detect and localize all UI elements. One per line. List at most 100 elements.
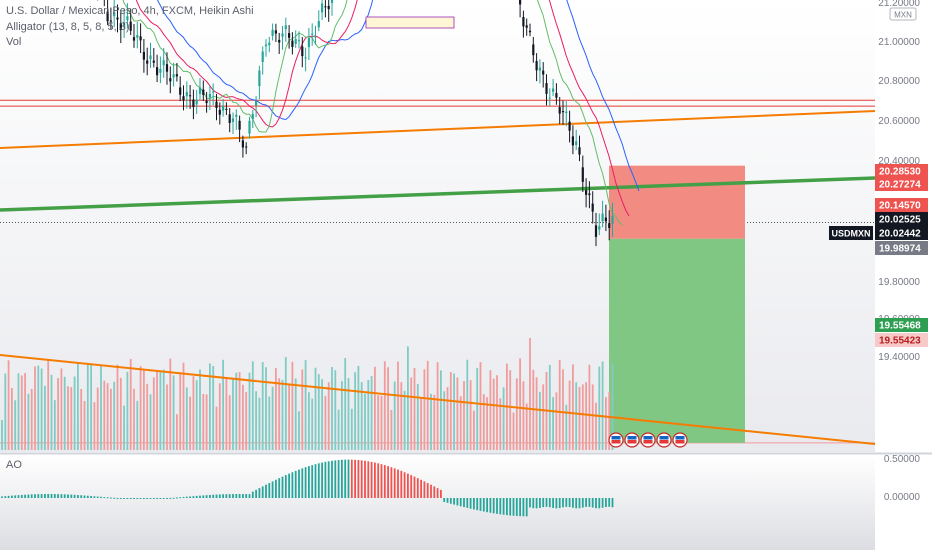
candle-body[interactable]: [288, 33, 291, 38]
candle-body[interactable]: [307, 38, 310, 48]
candle-body[interactable]: [284, 25, 287, 30]
candle-body[interactable]: [129, 21, 132, 31]
candle-body[interactable]: [528, 30, 532, 33]
candle-body[interactable]: [565, 111, 568, 113]
candle-body[interactable]: [522, 17, 525, 27]
candle-body[interactable]: [215, 101, 218, 109]
candle-body[interactable]: [152, 60, 155, 63]
candle-body[interactable]: [588, 193, 591, 196]
price-label[interactable]: [875, 177, 928, 191]
candle-body[interactable]: [571, 136, 574, 146]
candle-body[interactable]: [136, 35, 139, 38]
legend-symbol-line[interactable]: U.S. Dollar / Mexican Peso, 4h, FXCM, He…: [6, 5, 254, 17]
candle-body[interactable]: [604, 217, 607, 222]
price-label[interactable]: [875, 198, 928, 212]
candle-body[interactable]: [301, 46, 304, 57]
candle-body[interactable]: [251, 113, 254, 120]
candle-body[interactable]: [205, 100, 208, 104]
candle-body[interactable]: [172, 74, 175, 78]
candle-body[interactable]: [611, 215, 614, 224]
candle-body[interactable]: [225, 108, 228, 110]
candle-body[interactable]: [281, 33, 284, 37]
candle-body[interactable]: [195, 99, 198, 105]
candle-body[interactable]: [192, 99, 195, 108]
symbol-badge[interactable]: [889, 7, 917, 21]
candle-body[interactable]: [146, 60, 149, 64]
candle-body[interactable]: [189, 95, 192, 97]
candle-body[interactable]: [162, 60, 165, 66]
candle-body[interactable]: [548, 97, 551, 99]
price-label[interactable]: [875, 333, 928, 347]
candle-body[interactable]: [297, 40, 301, 42]
event-flag-icon[interactable]: [624, 432, 640, 448]
candle-body[interactable]: [294, 39, 297, 44]
ao-pane-label[interactable]: AO: [6, 459, 22, 471]
candle-body[interactable]: [594, 225, 598, 237]
candle-body[interactable]: [109, 20, 112, 22]
candle-body[interactable]: [585, 190, 588, 195]
candle-body[interactable]: [578, 147, 581, 155]
candle-body[interactable]: [212, 91, 215, 93]
candle-body[interactable]: [601, 213, 604, 222]
candle-body[interactable]: [568, 121, 571, 131]
candle-body[interactable]: [218, 109, 221, 115]
candle-body[interactable]: [156, 67, 159, 76]
candle-body[interactable]: [241, 140, 244, 148]
price-label[interactable]: [875, 226, 928, 240]
candle-body[interactable]: [525, 25, 528, 28]
candle-body[interactable]: [532, 44, 535, 56]
candle-body[interactable]: [132, 37, 136, 41]
candle-body[interactable]: [581, 167, 584, 182]
candle-body[interactable]: [255, 100, 258, 106]
candle-body[interactable]: [185, 91, 188, 97]
candle-body[interactable]: [179, 87, 182, 95]
trendline-green-support[interactable]: [0, 176, 876, 212]
candle-body[interactable]: [106, 11, 109, 22]
candle-body[interactable]: [274, 30, 277, 34]
candle-body[interactable]: [182, 96, 185, 101]
candle-body[interactable]: [208, 93, 211, 98]
candle-body[interactable]: [264, 44, 268, 47]
candle-body[interactable]: [591, 203, 594, 212]
candle-body[interactable]: [165, 64, 169, 72]
candle-body[interactable]: [291, 40, 294, 47]
price-label[interactable]: [875, 318, 928, 332]
candle-body[interactable]: [116, 17, 119, 20]
candle-body[interactable]: [139, 36, 142, 41]
alligator-jaw-line[interactable]: [71, 0, 640, 192]
candle-body[interactable]: [608, 223, 611, 228]
candle-body[interactable]: [258, 70, 261, 87]
candle-body[interactable]: [248, 120, 251, 134]
candle-body[interactable]: [126, 16, 129, 21]
candle-body[interactable]: [558, 107, 561, 114]
candle-body[interactable]: [169, 78, 172, 82]
candle-body[interactable]: [222, 105, 225, 111]
candle-body[interactable]: [261, 51, 264, 62]
candle-body[interactable]: [271, 29, 274, 36]
trendline-orange-volume[interactable]: [0, 354, 876, 445]
candle-body[interactable]: [311, 33, 314, 35]
candle-body[interactable]: [538, 67, 541, 71]
candle-body[interactable]: [228, 114, 231, 123]
alligator-teeth-line[interactable]: [45, 0, 630, 217]
candle-body[interactable]: [314, 36, 317, 38]
candle-body[interactable]: [123, 22, 126, 27]
candle-body[interactable]: [159, 68, 162, 73]
candle-body[interactable]: [202, 89, 205, 95]
position-stop-zone[interactable]: [609, 165, 745, 239]
candle-body[interactable]: [552, 88, 555, 92]
candle-body[interactable]: [545, 83, 548, 94]
candle-body[interactable]: [149, 55, 152, 60]
candle-body[interactable]: [561, 111, 565, 113]
candle-body[interactable]: [278, 39, 281, 43]
candle-body[interactable]: [321, 3, 324, 13]
candle-body[interactable]: [304, 57, 307, 59]
candle-body[interactable]: [317, 21, 320, 28]
candle-body[interactable]: [235, 114, 238, 117]
event-flag-icon[interactable]: [640, 432, 656, 448]
annotation-box[interactable]: [365, 16, 455, 29]
price-label[interactable]: [875, 164, 928, 178]
candle-body[interactable]: [231, 118, 235, 122]
candle-body[interactable]: [268, 42, 271, 46]
